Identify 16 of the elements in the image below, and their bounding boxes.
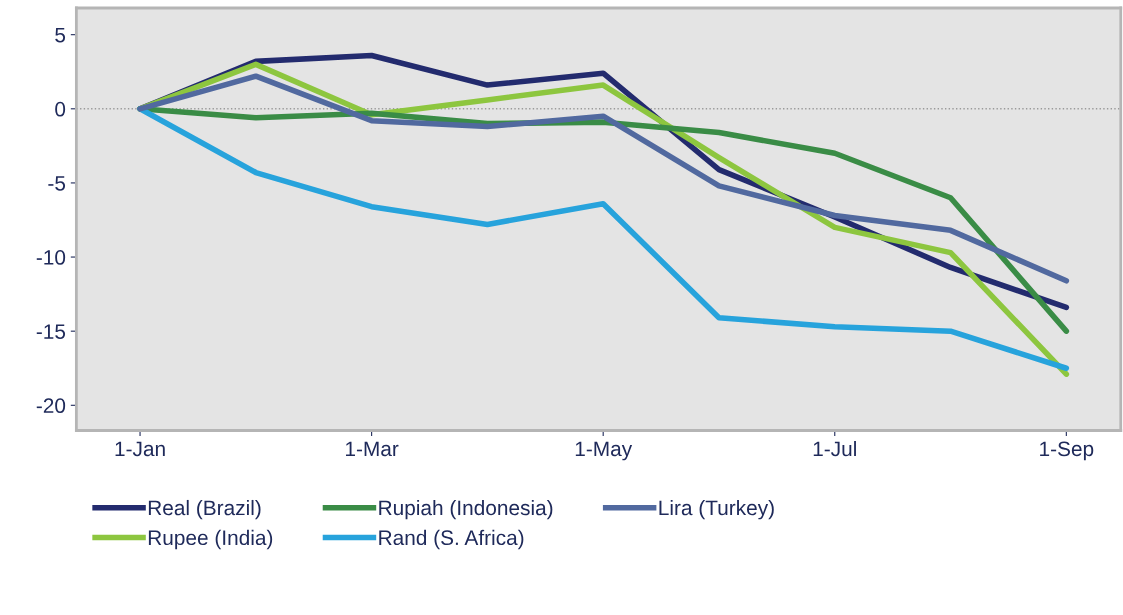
- x-tick-label: 1-Sep: [1040, 441, 1094, 461]
- legend-label: Lira (Turkey): [659, 499, 774, 520]
- y-tick-label: -20: [36, 398, 66, 414]
- y-tick-label: 0: [55, 101, 66, 117]
- x-tick-label: 1-Jul: [813, 440, 856, 457]
- legend-label: Rand (S. Africa): [379, 529, 524, 550]
- y-tick-label: -10: [36, 250, 66, 265]
- x-tick-label: 1-May: [575, 441, 633, 461]
- y-tick-label: 5: [55, 27, 66, 43]
- x-tick-label: 1-Jan: [115, 441, 165, 457]
- y-tick-label: -5: [48, 176, 66, 191]
- legend-label: Rupiah (Indonesia): [379, 499, 553, 520]
- x-tick-label: 1-Mar: [346, 441, 399, 457]
- y-tick-label: -15: [36, 324, 66, 339]
- legend-label: Rupee (India): [148, 529, 273, 550]
- legend-label: Real (Brazil): [148, 499, 261, 520]
